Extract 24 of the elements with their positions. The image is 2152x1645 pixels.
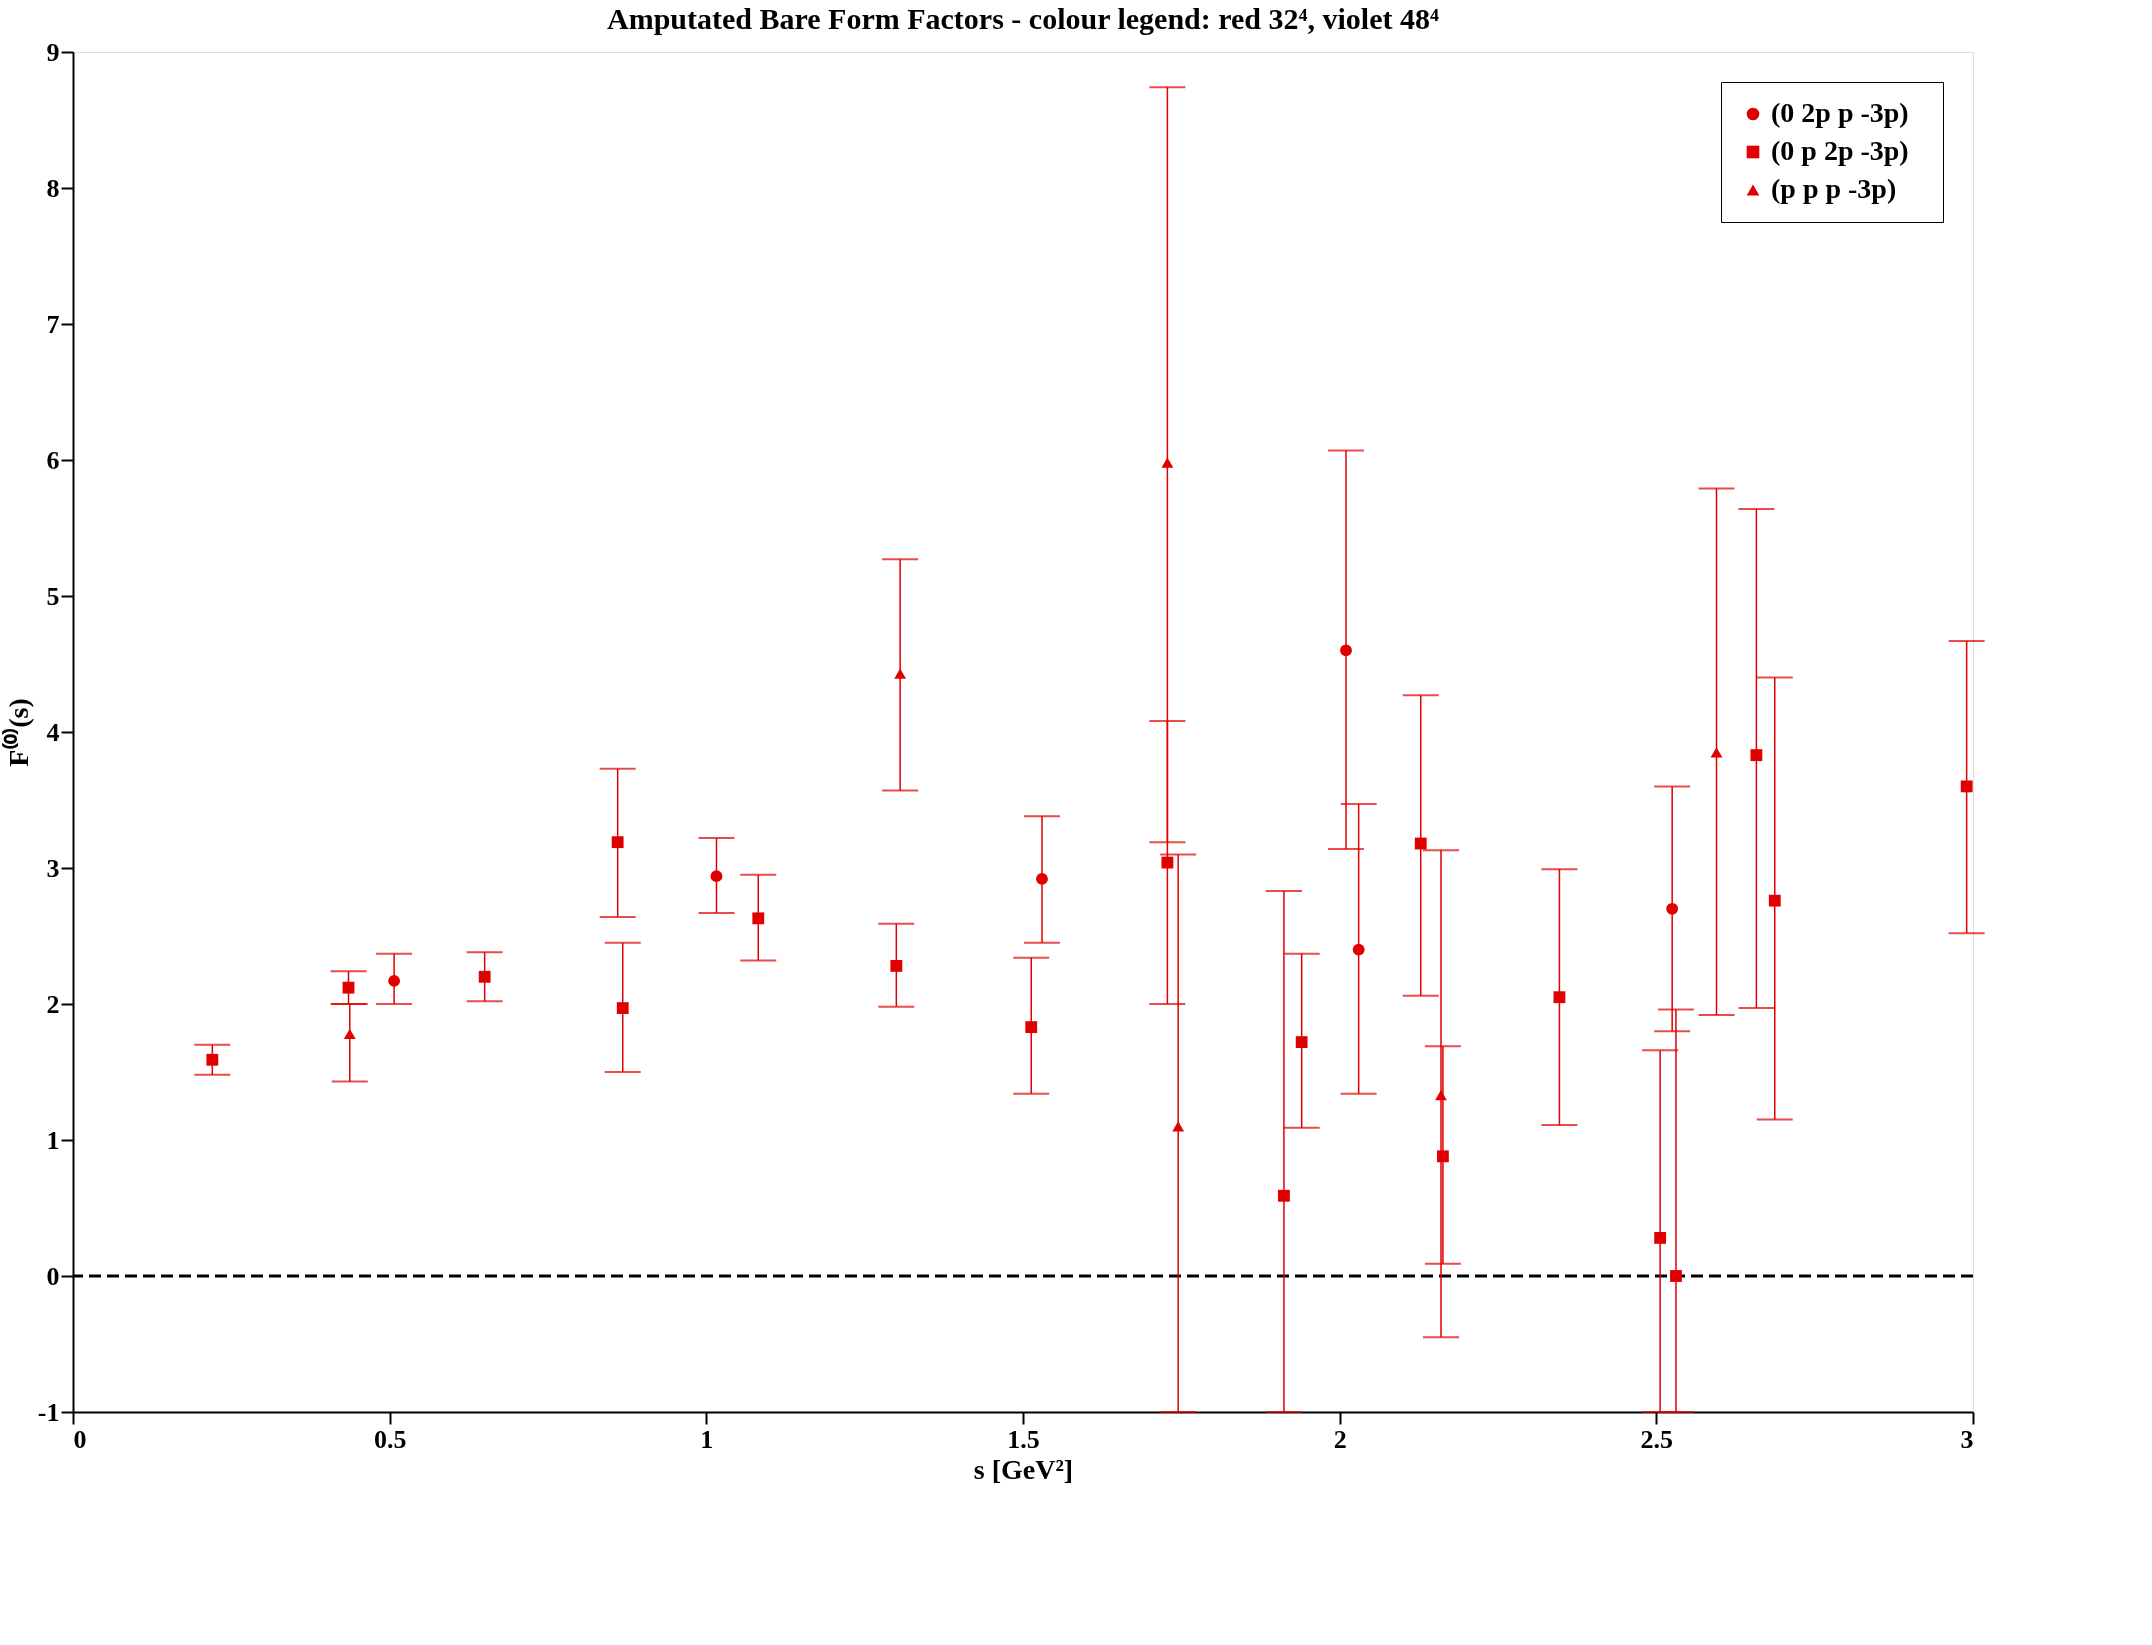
legend-label: (p p p -3p) [1771,173,1897,204]
y-tick-label: 0 [46,1261,60,1291]
legend-label: (0 p 2p -3p) [1771,135,1909,166]
y-tick-label: 8 [46,173,60,203]
y-tick-label: 7 [46,309,60,339]
x-tick-label: 1 [700,1424,714,1454]
chart-title: Amputated Bare Form Factors - colour legend: red 32⁴, violet 48⁴ [606,2,1440,35]
x-tick-label: 2.5 [1640,1424,1674,1454]
y-tick-label: 2 [46,989,60,1019]
x-tick-label: 1.5 [1007,1424,1040,1454]
y-tick-label: 3 [46,853,60,883]
x-tick-label: 0 [73,1424,87,1454]
x-tick-label: 0.5 [373,1424,407,1454]
y-tick-label: 1 [46,1125,60,1155]
y-axis-title: F⁽⁰⁾(s) [1,698,34,767]
x-axis-title: s [GeV²] [973,1453,1074,1485]
y-tick-label: 5 [46,581,60,611]
y-tick-label: 4 [46,717,60,747]
x-tick-label: 3 [1960,1424,1974,1454]
y-tick-label: -1 [37,1397,60,1427]
y-tick-label: 9 [46,37,60,67]
legend-label: (0 2p p -3p) [1771,97,1909,128]
x-tick-label: 2 [1333,1424,1347,1454]
y-tick-label: 6 [46,445,60,475]
